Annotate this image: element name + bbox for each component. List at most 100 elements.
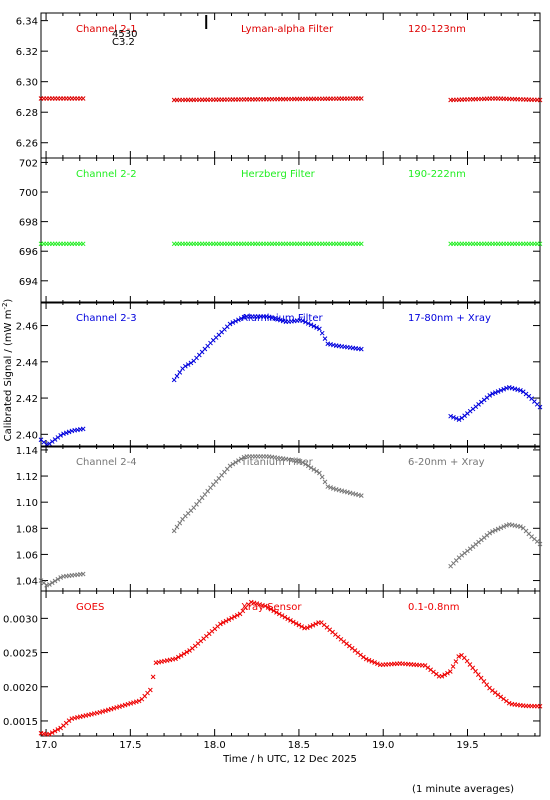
data-point bbox=[288, 618, 293, 623]
y-tick-label: 698 bbox=[19, 218, 38, 229]
x-axis-title: Time / h UTC, 12 Dec 2025 bbox=[222, 754, 357, 765]
y-axis-title-superscript: -2 bbox=[1, 303, 9, 310]
data-point bbox=[55, 576, 61, 582]
data-point bbox=[492, 527, 498, 533]
data-point bbox=[178, 653, 184, 658]
data-point bbox=[317, 326, 322, 332]
data-point bbox=[184, 649, 190, 655]
data-point bbox=[308, 322, 314, 328]
data-point bbox=[52, 437, 58, 442]
data-point bbox=[49, 439, 55, 444]
data-point bbox=[220, 620, 226, 625]
data-point bbox=[375, 661, 380, 667]
data-point bbox=[55, 435, 61, 440]
data-point bbox=[176, 654, 181, 660]
data-series bbox=[38, 599, 543, 737]
panel-label: Channel 2-1 bbox=[76, 24, 137, 35]
data-point bbox=[227, 321, 233, 327]
data-point bbox=[537, 703, 543, 709]
data-point bbox=[317, 470, 322, 476]
data-point bbox=[136, 698, 142, 704]
x-tick-label: 18.5 bbox=[288, 740, 310, 751]
y-tick-label: 2.44 bbox=[16, 358, 38, 369]
y-tick-label: 1.14 bbox=[16, 446, 38, 457]
data-point bbox=[66, 429, 72, 435]
panel-label: 17-80nm + Xray bbox=[408, 313, 491, 324]
data-point bbox=[456, 417, 462, 422]
data-point bbox=[456, 654, 462, 659]
data-point bbox=[358, 241, 364, 247]
panel-label: 190-222nm bbox=[408, 169, 466, 180]
data-point bbox=[304, 625, 310, 631]
data-point bbox=[226, 617, 232, 622]
x-tick-label: 19.5 bbox=[456, 740, 478, 751]
data-point bbox=[49, 580, 55, 586]
data-point bbox=[311, 467, 317, 472]
data-point bbox=[282, 614, 288, 620]
data-point bbox=[238, 456, 244, 462]
y-tick-label: 0.0020 bbox=[3, 683, 38, 694]
data-point bbox=[498, 388, 504, 393]
data-point bbox=[313, 621, 319, 627]
data-point bbox=[442, 672, 448, 678]
data-point bbox=[47, 441, 52, 446]
data-point bbox=[177, 370, 183, 375]
data-point bbox=[537, 97, 543, 103]
data-point bbox=[331, 486, 336, 491]
data-point bbox=[305, 321, 311, 326]
data-point bbox=[236, 458, 241, 464]
data-point bbox=[80, 241, 86, 247]
data-point bbox=[61, 431, 66, 437]
y-tick-label: 1.06 bbox=[16, 550, 38, 561]
panel-label: Channel 2-4 bbox=[76, 457, 137, 468]
data-point bbox=[285, 616, 291, 622]
data-point bbox=[422, 663, 428, 668]
event-annotation: 4530 bbox=[112, 29, 137, 40]
data-point bbox=[55, 727, 61, 732]
data-point bbox=[537, 241, 543, 247]
x-axis: 17.0 17.5 18.0 18.5 19.0 19.5 bbox=[35, 740, 479, 751]
data-point bbox=[52, 728, 58, 734]
data-point bbox=[174, 524, 180, 530]
data-point bbox=[361, 654, 366, 660]
data-point bbox=[451, 414, 456, 420]
data-point bbox=[319, 330, 325, 336]
data-point bbox=[498, 525, 504, 531]
data-series bbox=[38, 454, 543, 588]
data-point bbox=[265, 605, 271, 610]
data-point bbox=[300, 318, 306, 324]
data-point bbox=[322, 336, 328, 341]
data-point bbox=[490, 529, 495, 534]
data-point bbox=[495, 389, 501, 394]
data-point bbox=[492, 390, 498, 395]
data-point bbox=[450, 664, 456, 669]
data-point bbox=[303, 461, 308, 467]
data-point bbox=[537, 541, 543, 547]
panel-frame bbox=[40, 301, 541, 448]
data-point bbox=[372, 660, 377, 665]
data-point bbox=[297, 459, 303, 464]
data-point bbox=[366, 657, 372, 663]
data-point bbox=[439, 673, 445, 679]
data-point bbox=[506, 700, 512, 706]
y-tick-label: 2.42 bbox=[16, 394, 38, 405]
panel-label: GOES bbox=[76, 602, 104, 613]
panel-label: Channel 2-3 bbox=[76, 313, 137, 324]
data-point bbox=[233, 318, 238, 324]
data-point bbox=[447, 669, 453, 674]
data-point bbox=[147, 687, 153, 693]
data-point bbox=[490, 391, 495, 397]
data-point bbox=[52, 578, 58, 584]
data-point bbox=[223, 618, 229, 624]
y-axis-title: Calibrated Signal / (mW m-2) bbox=[1, 299, 14, 442]
data-point bbox=[311, 323, 317, 329]
panel-2: 702 700 698 696 694 Channel 2-2 Herzberg Filte… bbox=[19, 157, 543, 304]
data-point bbox=[58, 432, 64, 438]
data-point bbox=[80, 571, 86, 577]
y-tick-label: 1.08 bbox=[16, 524, 38, 535]
data-point bbox=[171, 377, 177, 383]
data-point bbox=[276, 611, 282, 617]
data-point bbox=[299, 624, 305, 629]
panel-label: Titanium Filter bbox=[240, 457, 314, 468]
data-point bbox=[448, 413, 454, 419]
